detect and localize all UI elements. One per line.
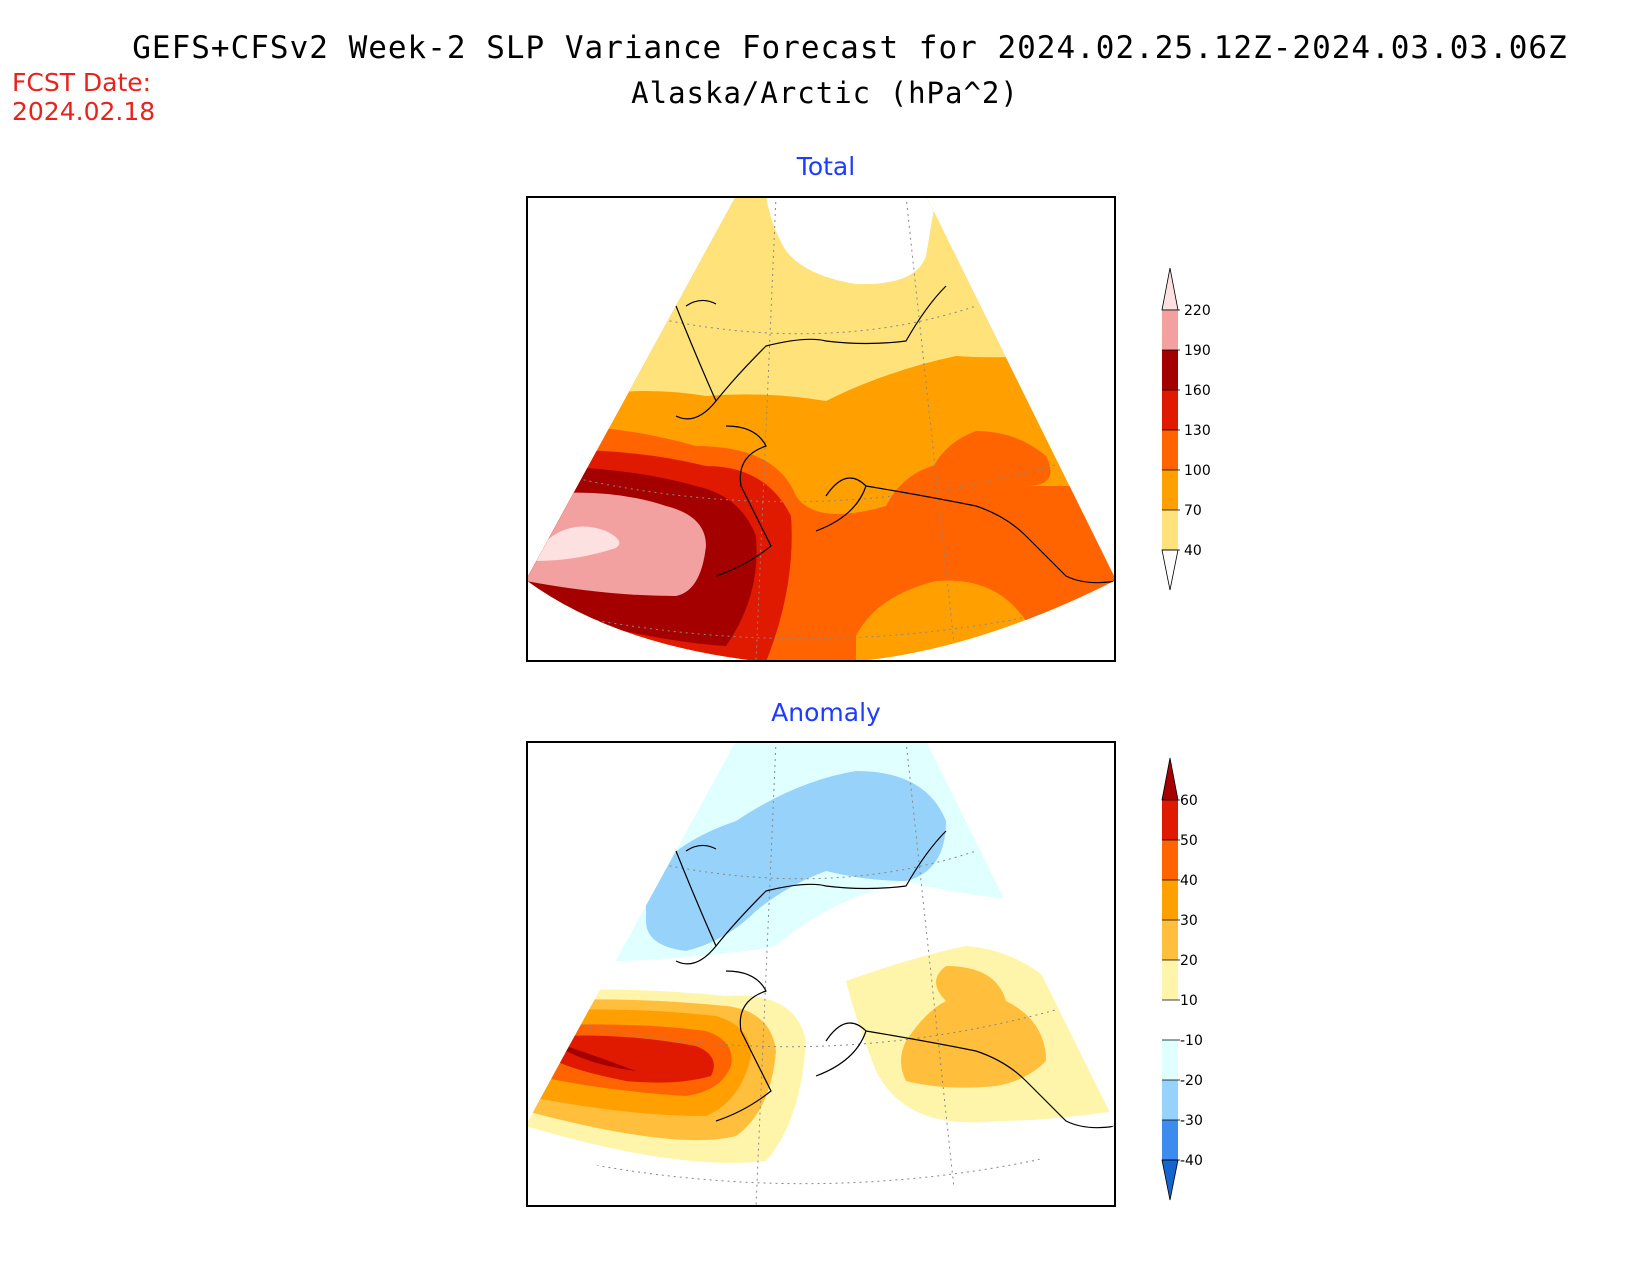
anomaly-colorbar-segment: [1162, 1000, 1178, 1040]
total-colorbar-segment: [1162, 310, 1178, 350]
anomaly-coastline: [675, 830, 1116, 1129]
anomaly-colorbar-tick: 20: [1180, 953, 1198, 969]
total-colorbar: 220 190 160 130 100 70 40: [1161, 267, 1211, 591]
total-colorbar-tick: 100: [1184, 463, 1211, 479]
anomaly-colorbar-tick: -20: [1180, 1073, 1203, 1089]
anomaly-colorbar-cap-top: [1161, 757, 1179, 801]
total-panel-title: Total: [796, 152, 856, 181]
total-field-below-40: [766, 196, 936, 285]
anomaly-colorbar-tick: 30: [1180, 913, 1198, 929]
anomaly-field-20-30-east: [901, 966, 1046, 1088]
anomaly-colorbar: 60 50 40 30 20 10 -10 -20 -30 -40: [1161, 757, 1203, 1201]
anomaly-colorbar-segment: [1162, 1120, 1178, 1160]
total-colorbar-tick: 190: [1184, 343, 1211, 359]
total-colorbar-tick: 130: [1184, 423, 1211, 439]
fcst-date-label: FCST Date:: [12, 68, 152, 97]
total-coastline: [675, 285, 1116, 584]
anomaly-colorbar-tick: 60: [1180, 793, 1198, 809]
total-colorbar-segment: [1162, 510, 1178, 550]
anomaly-colorbar-segment: [1162, 840, 1178, 880]
anomaly-colorbar-segment: [1162, 960, 1178, 1000]
total-colorbar-segment: [1162, 350, 1178, 390]
total-colorbar-tick: 160: [1184, 383, 1211, 399]
anomaly-map-frame: [526, 741, 1116, 1207]
subtitle: Alaska/Arctic (hPa^2): [631, 76, 1019, 110]
total-field-100-130-east: [926, 431, 1051, 486]
total-colorbar-segment: [1162, 390, 1178, 430]
anomaly-colorbar-tick: 50: [1180, 833, 1198, 849]
anomaly-colorbar-tick: 10: [1180, 993, 1198, 1009]
total-colorbar-segment: [1162, 430, 1178, 470]
anomaly-field-minus20-minus30: [646, 771, 946, 951]
total-field-above-220: [536, 526, 620, 561]
total-colorbar-cap-top: [1161, 267, 1179, 311]
anomaly-colorbar-segment: [1162, 920, 1178, 960]
anomaly-panel-title: Anomaly: [771, 698, 881, 727]
anomaly-colorbar-segment: [1162, 880, 1178, 920]
anomaly-colorbar-tick: -10: [1180, 1033, 1203, 1049]
total-colorbar-tick: 40: [1184, 543, 1202, 559]
total-colorbar-tick: 70: [1184, 503, 1202, 519]
anomaly-field-above-60: [566, 1046, 636, 1071]
total-map-frame: [526, 196, 1116, 662]
anomaly-colorbar-tick: -30: [1180, 1113, 1203, 1129]
total-graticule: [526, 196, 1116, 662]
anomaly-colorbar-segment: [1162, 1080, 1178, 1120]
anomaly-graticule: [526, 741, 1116, 1207]
anomaly-colorbar-segment: [1162, 1040, 1178, 1080]
anomaly-field-50-60: [556, 1035, 714, 1083]
total-variance-map: [526, 196, 1116, 662]
anomaly-colorbar-segment: [1162, 800, 1178, 840]
anomaly-colorbar-tick: 40: [1180, 873, 1198, 889]
main-title: GEFS+CFSv2 Week-2 SLP Variance Forecast …: [132, 30, 1568, 66]
total-colorbar-segment: [1162, 470, 1178, 510]
total-colorbar-cap-bottom: [1161, 549, 1179, 591]
anomaly-variance-map: [526, 741, 1116, 1207]
anomaly-colorbar-tick: -40: [1180, 1153, 1203, 1169]
total-colorbar-tick: 220: [1184, 303, 1211, 319]
anomaly-colorbar-cap-bottom: [1161, 1159, 1179, 1201]
fcst-date-value: 2024.02.18: [12, 97, 156, 126]
